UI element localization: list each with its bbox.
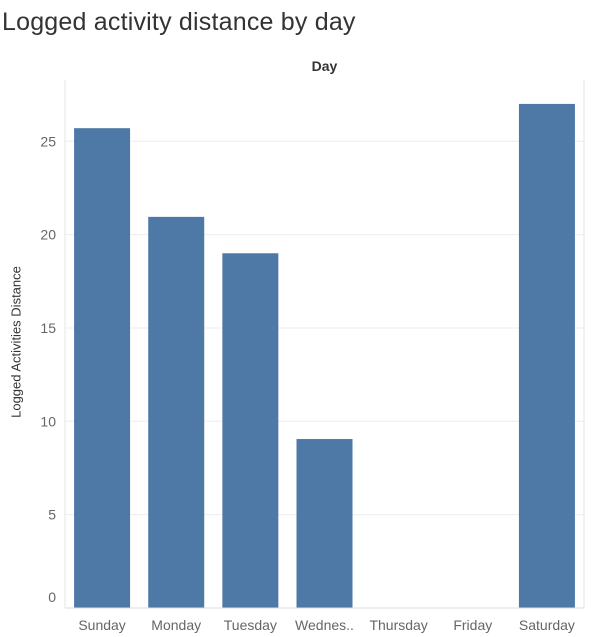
y-tick-label: 10 <box>40 413 56 429</box>
bar-sunday[interactable] <box>74 128 131 608</box>
y-tick-label: 20 <box>40 227 56 243</box>
bar-monday[interactable] <box>148 216 205 608</box>
x-label-thursday: Thursday <box>369 617 427 633</box>
column-header: Day <box>311 58 338 74</box>
x-label-sunday: Sunday <box>78 617 125 633</box>
bar-saturday[interactable] <box>518 103 575 608</box>
x-label-saturday: Saturday <box>519 617 575 633</box>
bar-tuesday[interactable] <box>222 253 279 608</box>
y-tick-label: 0 <box>48 589 56 605</box>
y-tick-label: 25 <box>40 133 56 149</box>
y-tick-label: 5 <box>48 507 56 523</box>
y-tick-label: 15 <box>40 320 56 336</box>
y-tick-labels: 0 5 10 15 20 25 <box>40 133 56 605</box>
x-category-labels: Sunday Monday Tuesday Wednes.. Thursday Frida… <box>78 617 575 633</box>
x-label-tuesday: Tuesday <box>224 617 277 633</box>
chart-title: Logged activity distance by day <box>2 8 356 36</box>
axes <box>64 80 585 609</box>
bar-wednesday[interactable] <box>296 439 353 608</box>
x-label-wednesday: Wednes.. <box>295 617 354 633</box>
bars <box>74 103 575 608</box>
x-label-monday: Monday <box>151 617 201 633</box>
x-label-friday: Friday <box>453 617 492 633</box>
